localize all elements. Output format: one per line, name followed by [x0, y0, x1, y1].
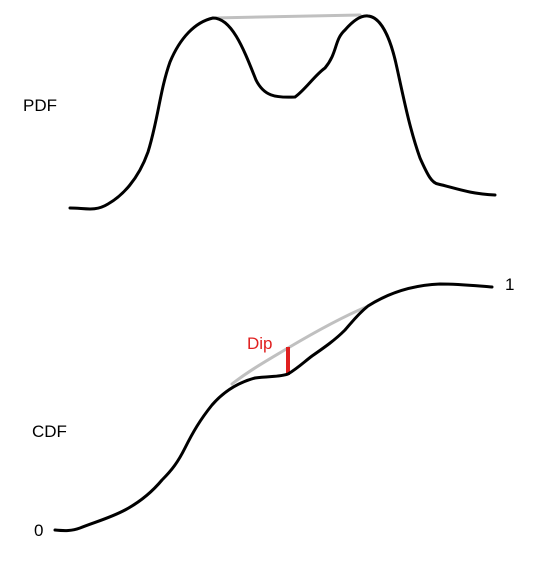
- cdf-max-label: 1: [505, 275, 514, 294]
- cdf-min-label: 0: [34, 521, 43, 540]
- pdf-panel: PDF: [23, 13, 497, 211]
- pdf-axis-label: PDF: [23, 96, 57, 115]
- pdf-curve: [68, 14, 497, 211]
- cdf-panel: CDF 1 0 Dip: [32, 275, 514, 540]
- pdf-hull-segment: [211, 13, 362, 20]
- dip-label: Dip: [247, 334, 273, 353]
- cdf-axis-label: CDF: [32, 422, 67, 441]
- cdf-curve: [53, 282, 494, 533]
